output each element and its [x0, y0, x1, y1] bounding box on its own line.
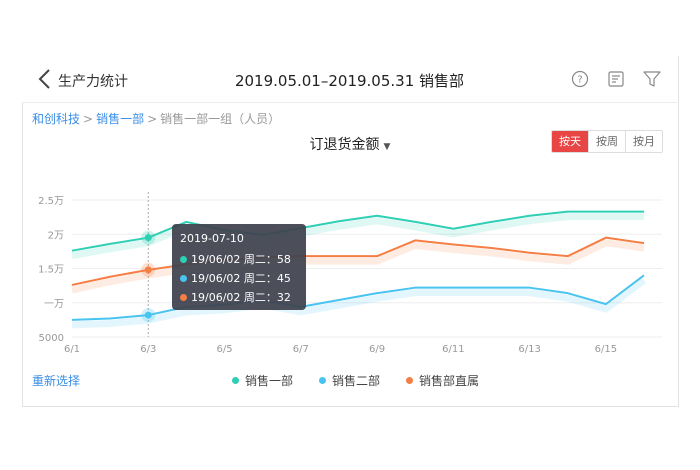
series-dot-icon	[180, 274, 187, 282]
reset-selection-link[interactable]: 重新选择	[32, 374, 81, 388]
chart-tooltip: 2019-07-10 19/06/02 周二：58 19/06/02 周二：45…	[172, 224, 306, 310]
breadcrumb-item-company[interactable]: 和创科技	[32, 112, 81, 126]
app-frame	[22, 56, 679, 407]
granularity-day-button[interactable]: 按天	[552, 131, 588, 152]
x-tick-label: 6/1	[64, 344, 80, 355]
legend-item[interactable]: 销售二部	[319, 372, 380, 389]
x-tick-label: 6/15	[595, 344, 617, 355]
tooltip-row-text: 19/06/02 周二：45	[191, 272, 291, 285]
legend-label: 销售二部	[332, 374, 381, 388]
series-line	[71, 236, 645, 286]
legend-label: 销售部直属	[419, 374, 480, 388]
y-tick-label: 2万	[48, 230, 64, 241]
highlight-point	[144, 311, 152, 319]
granularity-month-button[interactable]: 按月	[625, 131, 662, 152]
legend-dot-icon	[232, 377, 239, 384]
series-shadow	[71, 239, 645, 294]
legend-dot-icon	[406, 377, 414, 384]
breadcrumb-item-department[interactable]: 销售一部	[96, 112, 145, 126]
breadcrumb: 和创科技 > 销售一部 > 销售一部一组（人员）	[32, 110, 280, 127]
svg-text:?: ?	[577, 75, 582, 86]
highlight-point	[144, 234, 152, 242]
y-tick-label: 一万	[44, 299, 64, 310]
metric-dropdown[interactable]: 订退货金额 ▼	[0, 134, 700, 154]
granularity-toggle: 按天 按周 按月	[551, 130, 663, 153]
x-tick-label: 6/13	[518, 344, 540, 355]
metric-label: 订退货金额	[309, 137, 380, 153]
legend-dot-icon	[319, 377, 327, 384]
series-dot-icon	[180, 293, 187, 301]
x-tick-label: 6/5	[216, 344, 232, 355]
series-line	[71, 210, 644, 252]
x-tick-label: 6/11	[442, 344, 464, 355]
help-icon[interactable]: ?	[569, 68, 591, 90]
footer-bar: 重新选择 销售一部 销售二部 销售部直属	[32, 372, 652, 388]
y-tick-label: 2.5万	[38, 196, 64, 207]
tooltip-row: 19/06/02 周二：32	[180, 289, 291, 305]
list-report-icon[interactable]	[605, 68, 627, 90]
back-label[interactable]: 生产力统计	[58, 74, 128, 90]
tooltip-row: 19/06/02 周二：45	[180, 270, 291, 286]
series-shadow	[71, 213, 644, 260]
series-dot-icon	[180, 255, 187, 263]
page-title: 2019.05.01–2019.05.31 销售部	[234, 72, 465, 90]
filter-icon[interactable]	[641, 68, 663, 90]
tooltip-row-text: 19/06/02 周二：58	[191, 253, 291, 266]
caret-down-icon: ▼	[383, 142, 391, 152]
breadcrumb-separator: >	[147, 112, 158, 126]
legend-item[interactable]: 销售部直属	[406, 372, 479, 389]
legend-label: 销售一部	[245, 374, 294, 388]
top-bar: 生产力统计 2019.05.01–2019.05.31 销售部 ?	[22, 56, 677, 103]
highlight-point	[144, 266, 152, 274]
x-tick-label: 6/9	[369, 344, 385, 355]
breadcrumb-item-current: 销售一部一组（人员）	[160, 112, 281, 126]
x-tick-label: 6/7	[293, 344, 309, 355]
y-tick-label: 5000	[39, 333, 64, 344]
granularity-week-button[interactable]: 按周	[588, 131, 625, 152]
back-chevron-icon[interactable]	[36, 68, 56, 90]
x-tick-label: 6/3	[140, 344, 156, 355]
chart-legend: 销售一部 销售二部 销售部直属	[232, 372, 479, 389]
breadcrumb-separator: >	[83, 112, 94, 126]
legend-item[interactable]: 销售一部	[232, 372, 293, 389]
series-line	[71, 274, 645, 321]
series-shadow	[71, 277, 647, 329]
tooltip-row-text: 19/06/02 周二：32	[191, 291, 291, 304]
tooltip-row: 19/06/02 周二：58	[180, 251, 291, 267]
tooltip-title: 2019-07-10	[180, 232, 244, 245]
y-tick-label: 1.5万	[38, 265, 64, 276]
